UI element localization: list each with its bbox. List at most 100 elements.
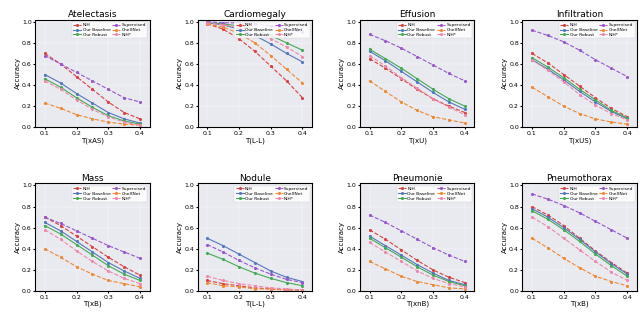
Line: NIH*: NIH*: [368, 54, 467, 116]
Line: Our Baseline: Our Baseline: [43, 73, 142, 125]
Our Robust: [607, 109, 615, 112]
NIH: [299, 288, 307, 292]
Our Robust: [267, 276, 275, 280]
Supervised: [591, 58, 599, 62]
Our Robust: [544, 217, 552, 221]
Our Robust: [120, 272, 128, 276]
NIH: [445, 275, 453, 279]
Our Robust: [413, 265, 421, 269]
NIH*: [299, 288, 307, 292]
Our Baseline: [381, 244, 389, 248]
NIH: [41, 215, 49, 219]
CheXNet: [429, 115, 437, 119]
Our Baseline: [528, 207, 536, 211]
X-axis label: T(xB): T(xB): [83, 301, 102, 307]
Legend: NIH, Our Baseline, Our Robust, Supervised, CheXNet, NIH*: NIH, Our Baseline, Our Robust, Supervise…: [397, 185, 472, 202]
Line: Our Baseline: Our Baseline: [530, 58, 629, 121]
NIH*: [445, 282, 453, 285]
NIH*: [267, 286, 275, 290]
Legend: NIH, Our Baseline, Our Robust, Supervised, CheXNet, NIH*: NIH, Our Baseline, Our Robust, Supervise…: [234, 185, 310, 202]
Our Robust: [251, 271, 259, 275]
Our Baseline: [413, 263, 421, 267]
CheXNet: [591, 274, 599, 278]
X-axis label: T(xU): T(xU): [408, 137, 427, 144]
NIH: [365, 57, 373, 60]
Y-axis label: Accuracy: Accuracy: [15, 221, 20, 253]
Legend: NIH, Our Baseline, Our Robust, Supervised, CheXNet, NIH*: NIH, Our Baseline, Our Robust, Supervise…: [559, 22, 635, 38]
Our Robust: [120, 119, 128, 123]
CheXNet: [299, 81, 307, 85]
Our Baseline: [381, 59, 389, 63]
Line: NIH: NIH: [205, 279, 304, 292]
Our Robust: [235, 265, 243, 269]
Our Baseline: [365, 234, 373, 238]
Line: Our Robust: Our Robust: [530, 209, 629, 278]
NIH*: [413, 269, 421, 273]
NIH*: [136, 123, 144, 127]
Supervised: [413, 55, 421, 59]
NIH*: [576, 93, 584, 96]
Supervised: [283, 277, 291, 281]
Supervised: [88, 79, 96, 83]
NIH: [413, 87, 421, 91]
Our Baseline: [41, 73, 49, 77]
Our Robust: [219, 257, 227, 261]
Our Baseline: [365, 49, 373, 53]
Line: Supervised: Supervised: [368, 33, 467, 83]
Line: Supervised: Supervised: [530, 192, 629, 240]
Line: Our Robust: Our Robust: [530, 56, 629, 120]
CheXNet: [623, 284, 631, 288]
Our Baseline: [219, 23, 227, 27]
X-axis label: T(L-L): T(L-L): [245, 137, 265, 144]
Title: Atelectasis: Atelectasis: [68, 10, 117, 19]
Our Baseline: [219, 244, 227, 248]
CheXNet: [365, 79, 373, 83]
Supervised: [41, 215, 49, 219]
Our Robust: [73, 243, 81, 247]
Line: Our Robust: Our Robust: [368, 47, 467, 108]
Supervised: [445, 72, 453, 76]
Line: Our Baseline: Our Baseline: [205, 21, 304, 63]
NIH*: [591, 103, 599, 107]
Title: Cardiomegaly: Cardiomegaly: [223, 10, 286, 19]
CheXNet: [41, 247, 49, 251]
Line: NIH: NIH: [368, 228, 467, 284]
NIH*: [365, 240, 373, 244]
CheXNet: [623, 122, 631, 126]
Title: Effusion: Effusion: [399, 10, 435, 19]
Our Baseline: [120, 269, 128, 273]
Our Robust: [283, 41, 291, 45]
CheXNet: [576, 112, 584, 115]
CheXNet: [204, 22, 211, 26]
Y-axis label: Accuracy: Accuracy: [502, 58, 508, 90]
NIH: [120, 111, 128, 114]
Our Baseline: [413, 80, 421, 84]
NIH: [461, 281, 468, 284]
NIH: [267, 64, 275, 68]
NIH*: [576, 248, 584, 252]
Line: Supervised: Supervised: [205, 20, 304, 34]
NIH*: [235, 282, 243, 285]
CheXNet: [73, 113, 81, 117]
Our Robust: [381, 57, 389, 60]
Line: NIH*: NIH*: [368, 241, 467, 288]
Our Robust: [41, 77, 49, 81]
CheXNet: [560, 256, 568, 260]
X-axis label: T(xB): T(xB): [570, 301, 589, 307]
Our Baseline: [623, 272, 631, 276]
Line: CheXNet: CheXNet: [530, 236, 629, 287]
CheXNet: [41, 101, 49, 105]
NIH*: [560, 236, 568, 240]
NIH*: [397, 76, 405, 80]
NIH*: [73, 249, 81, 253]
Line: NIH: NIH: [530, 205, 629, 275]
NIH: [576, 236, 584, 240]
NIH*: [365, 54, 373, 58]
NIH: [607, 106, 615, 110]
NIH*: [607, 270, 615, 274]
NIH*: [544, 225, 552, 229]
Line: CheXNet: CheXNet: [43, 101, 142, 127]
CheXNet: [576, 266, 584, 270]
CheXNet: [445, 286, 453, 290]
Line: NIH: NIH: [205, 22, 304, 99]
